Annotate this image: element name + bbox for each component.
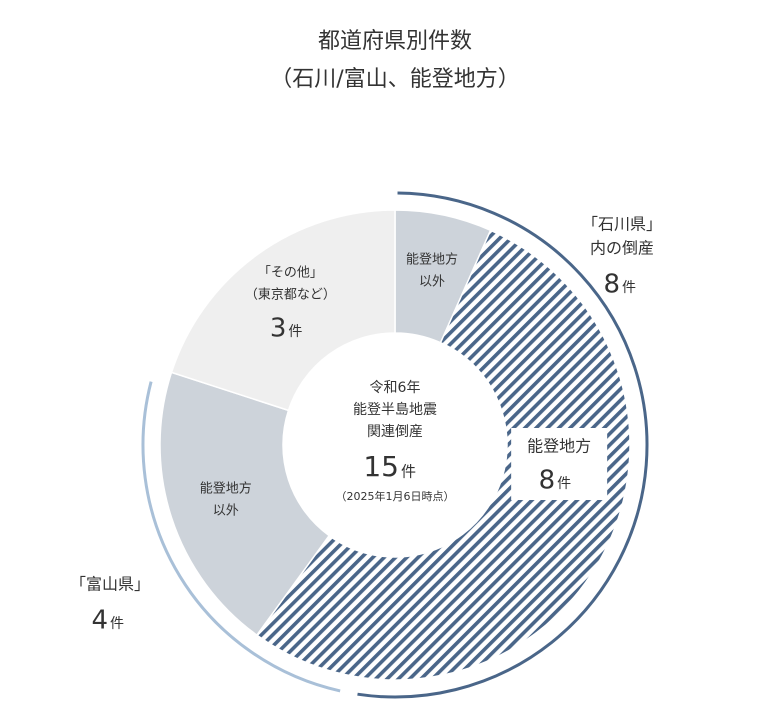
segment-value: 3: [270, 313, 287, 343]
group-arc: [357, 191, 649, 699]
group-label: 「石川県」: [582, 215, 662, 234]
group-value: 4: [91, 606, 108, 636]
label-box: [511, 428, 608, 500]
segment-label: 能登地方: [200, 481, 252, 497]
group-value: 8: [603, 270, 620, 300]
segment-label: 「その他」: [258, 265, 323, 280]
chart-subtitle: （石川/富山、能登地方）: [270, 67, 519, 92]
center-text: 関連倒産: [367, 424, 423, 440]
group-label: 内の倒産: [590, 239, 654, 258]
segment-label: 能登地方: [406, 251, 458, 267]
center-note: （2025年1月6日時点）: [336, 489, 455, 503]
donut-segment: [159, 371, 331, 637]
donut-segment: [255, 229, 631, 681]
segment-value: 8: [539, 466, 556, 496]
donut-segment: [170, 209, 396, 412]
group-unit: 件: [110, 616, 124, 632]
segment-label: 能登地方: [527, 437, 591, 456]
chart-title: 都道府県別件数: [318, 29, 472, 54]
segment-unit: 件: [557, 476, 571, 492]
group-arc: [141, 381, 341, 693]
segment-label: （東京都など）: [245, 286, 336, 302]
center-text: 令和6年: [370, 380, 421, 396]
group-unit: 件: [622, 280, 636, 296]
segment-label: 以外: [419, 274, 445, 289]
center-unit: 件: [401, 463, 416, 481]
segment-label: 以外: [213, 504, 239, 519]
segment-unit: 件: [288, 324, 302, 340]
center-total: 15: [363, 450, 399, 483]
group-label: 「富山県」: [70, 575, 150, 594]
center-text: 能登半島地震: [353, 402, 437, 418]
